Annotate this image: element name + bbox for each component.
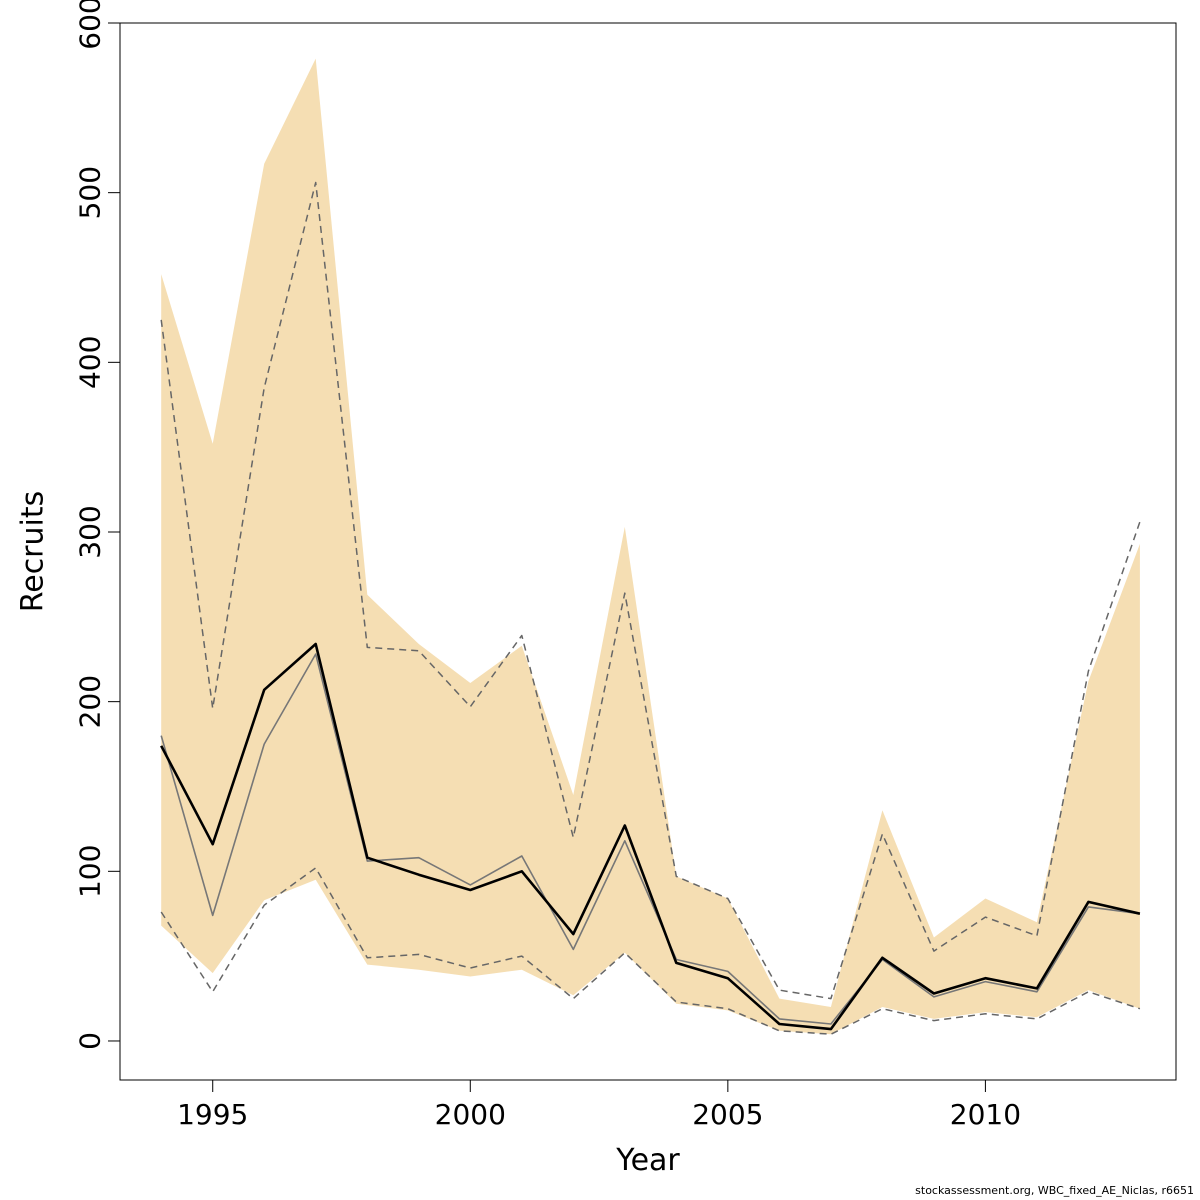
y-axis-title: Recruits [16, 491, 51, 613]
y-tick-label: 200 [74, 675, 107, 728]
confidence-band [161, 58, 1140, 1035]
x-axis: 1995 2000 2005 2010 [177, 1080, 1021, 1131]
x-tick-label: 1995 [177, 1098, 248, 1131]
x-axis-title: Year [615, 1143, 680, 1178]
y-tick-label: 600 [74, 0, 107, 50]
y-tick-label: 300 [74, 505, 107, 558]
y-tick-label: 100 [74, 845, 107, 898]
y-tick-label: 500 [74, 166, 107, 219]
series-layer [160, 181, 1141, 1035]
x-tick-label: 2010 [950, 1098, 1021, 1131]
y-tick-label: 0 [74, 1032, 107, 1050]
series-line-dashed-3 [160, 867, 1141, 1035]
y-tick-label: 400 [74, 336, 107, 389]
series-line-secondary [160, 653, 1141, 1025]
series-line-dashed-2 [160, 181, 1141, 1000]
y-axis: 0 100 200 300 400 500 600 [74, 0, 120, 1050]
x-tick-label: 2005 [692, 1098, 763, 1131]
x-tick-label: 2000 [435, 1098, 506, 1131]
plot-frame [119, 22, 1177, 1081]
series-line-estimate [160, 642, 1141, 1031]
footer-credit: stockassessment.org, WBC_fixed_AE_Niclas… [915, 1184, 1194, 1197]
confidence-band-layer [161, 58, 1140, 1035]
